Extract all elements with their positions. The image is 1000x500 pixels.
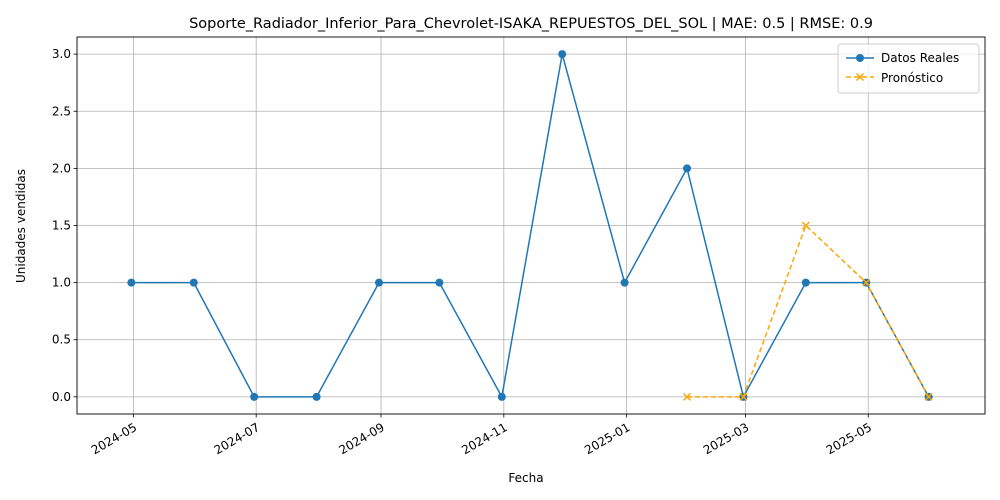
data-point (312, 392, 321, 401)
chart-title: Soporte_Radiador_Inferior_Para_Chevrolet… (189, 16, 873, 32)
x-axis-label: Fecha (508, 471, 543, 485)
forecast-point (739, 392, 748, 401)
y-tick-label: 1.0 (52, 276, 71, 290)
y-tick-label: 1.5 (52, 219, 71, 233)
y-tick-label: 0.5 (52, 333, 71, 347)
y-tick-label: 0.0 (52, 390, 71, 404)
legend-marker-actual (856, 54, 864, 62)
legend-marker-forecast (855, 72, 865, 82)
y-tick-label: 2.0 (52, 161, 71, 175)
grid-lines (77, 37, 985, 414)
legend-box (837, 43, 980, 94)
forecast-point (801, 221, 810, 230)
data-point (683, 164, 692, 173)
forecast-point (862, 278, 871, 287)
data-point (435, 278, 444, 287)
series-line-0 (131, 53, 930, 400)
data-point (801, 278, 810, 287)
legend-label-forecast: Pronóstico (881, 71, 943, 85)
data-point (374, 278, 383, 287)
data-point (189, 278, 198, 287)
data-point (558, 50, 567, 59)
data-point (250, 392, 259, 401)
data-point (497, 392, 506, 401)
data-point (620, 278, 629, 287)
legend-label-actual: Datos Reales (881, 51, 959, 65)
forecast-point (683, 392, 692, 401)
y-tick-label: 3.0 (52, 47, 71, 61)
y-axis-label: Unidades vendidas (14, 169, 28, 283)
forecast-point (924, 392, 933, 401)
data-point (127, 278, 136, 287)
data-series (127, 50, 933, 401)
legend: Datos Reales Pronóstico (837, 43, 980, 94)
y-tick-label: 2.5 (52, 104, 71, 118)
